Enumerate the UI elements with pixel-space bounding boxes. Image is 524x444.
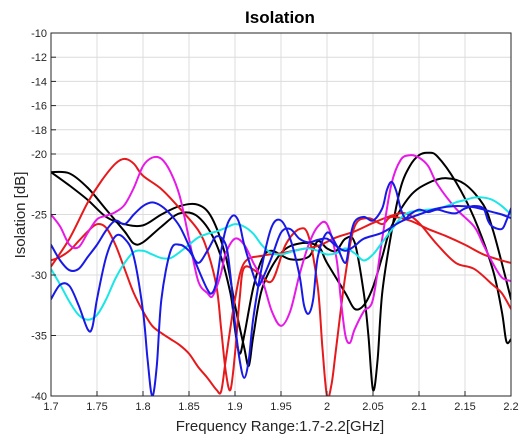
y-tick-label: -35 [31,331,47,343]
series-line-7 [51,180,511,396]
x-tick-label: 2.1 [411,401,426,413]
y-tick-label: -40 [31,391,47,403]
x-tick-label: 1.85 [178,401,199,413]
series-line-2 [51,171,511,367]
series-line-4 [51,211,511,395]
grid-lines [51,33,511,396]
series-line-5 [51,154,511,345]
chart-title: Isolation [245,8,315,27]
y-tick-label: -25 [31,210,47,222]
y-tick-label: -18 [31,125,47,137]
x-tick-label: 2.15 [454,401,475,413]
x-axis-ticks: 1.7 1.75 1.8 1.85 1.9 1.95 2 2.05 2.1 2.15 2.2 [43,391,519,413]
x-axis-label: Frequency Range:1.7-2.2[GHz] [176,418,384,435]
y-axis-ticks: -40 -35 -30 -25 -20 -18 -16 -14 -12 -10 [31,28,56,403]
y-tick-label: -12 [31,52,47,64]
y-tick-label: -20 [31,149,47,161]
y-tick-label: -30 [31,270,47,282]
x-tick-label: 1.75 [86,401,107,413]
x-tick-label: 2.05 [362,401,383,413]
x-tick-label: 1.8 [135,401,150,413]
y-tick-label: -10 [31,28,47,40]
x-tick-label: 2.2 [503,401,518,413]
x-tick-label: 1.9 [227,401,242,413]
x-tick-label: 1.95 [270,401,291,413]
x-tick-label: 2 [324,401,330,413]
data-series [51,151,511,396]
y-axis-label: Isolation [dB] [12,172,29,259]
y-tick-label: -14 [31,76,47,88]
series-line-8 [51,201,511,295]
y-tick-label: -16 [31,101,47,113]
x-tick-label: 1.7 [43,401,58,413]
